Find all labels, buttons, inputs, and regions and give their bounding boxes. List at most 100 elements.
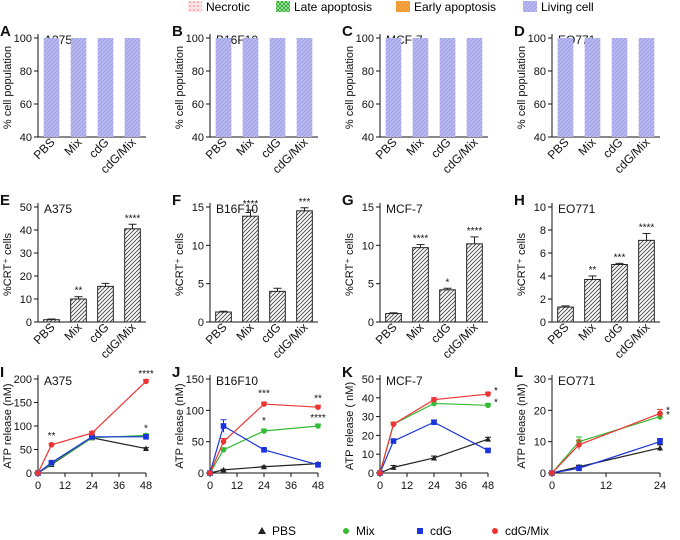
bar-segment-living <box>124 38 141 137</box>
point-cdg <box>390 438 397 444</box>
y-axis-label: % cell population <box>2 46 14 129</box>
y-tick-label: 4 <box>540 271 546 283</box>
significance-label: **** <box>243 199 259 210</box>
series-line-pbs <box>209 463 319 474</box>
bar-segment-living <box>385 38 402 137</box>
significance-label: *** <box>614 252 626 263</box>
y-tick-label: 0 <box>368 317 374 329</box>
y-tick-label: 5 <box>368 279 374 291</box>
significance-label: **** <box>138 369 154 380</box>
category-label: Mix <box>234 135 257 158</box>
bar <box>97 285 114 323</box>
y-tick-label: 40 <box>534 132 546 144</box>
y-tick-label: 50 <box>362 374 374 386</box>
y-tick-label: 5 <box>198 279 204 291</box>
y-axis-label: ATP release (nM) <box>2 383 14 468</box>
panel-title: MCF-7 <box>386 202 423 216</box>
point-pbs <box>143 445 149 452</box>
y-tick-label: 10 <box>362 240 374 252</box>
point-pbs <box>485 436 491 442</box>
bar-segment-living <box>638 38 655 137</box>
y-tick-label: 0 <box>198 317 204 329</box>
point-cdgmix <box>576 442 582 448</box>
category-label: PBS <box>373 135 400 162</box>
x-tick-label: 48 <box>482 480 494 492</box>
y-tick-label: 100 <box>356 33 374 45</box>
x-tick-label: 24 <box>86 480 98 492</box>
bar-segment-living <box>97 38 114 137</box>
significance-label: * <box>494 386 498 397</box>
legend-label-late: Late apoptosis <box>294 0 372 14</box>
y-tick-label: 60 <box>362 99 374 111</box>
x-tick-label: 36 <box>455 480 467 492</box>
y-tick-label: 40 <box>20 132 32 144</box>
panel-title: B16F10 <box>216 202 258 216</box>
legend-swatch-necrotic <box>188 1 202 12</box>
x-tick-label: 0 <box>35 480 41 492</box>
panel-H: H EO771%CRT⁺ cells0246810PBS**Mix***cdG**… <box>514 192 660 361</box>
y-tick-label: 60 <box>192 99 204 111</box>
point-cdgmix <box>143 378 149 385</box>
point-cdgmix <box>35 470 41 476</box>
legend-bottom: PBS Mix cdG cdG/Mix <box>258 524 549 538</box>
y-tick-label: 60 <box>534 99 546 111</box>
y-axis-label: %CRT⁺ cells <box>516 232 528 296</box>
x-tick-label: 36 <box>285 480 297 492</box>
bar <box>124 228 141 323</box>
bar <box>215 311 232 323</box>
y-tick-label: 2 <box>540 294 546 306</box>
panel-title: A375 <box>44 374 72 388</box>
y-tick-label: 100 <box>186 33 204 45</box>
bar <box>439 289 456 323</box>
category-label: Mix <box>62 320 85 343</box>
panel-label-E: E <box>0 192 10 209</box>
point-mix <box>261 428 267 434</box>
panel-title: EO771 <box>558 202 596 216</box>
panel-label-B: B <box>172 23 183 40</box>
y-tick-label: 100 <box>14 421 32 433</box>
y-tick-label: 20 <box>20 271 32 283</box>
bar <box>269 290 286 323</box>
y-tick-label: 50 <box>20 445 32 457</box>
y-tick-label: 60 <box>20 99 32 111</box>
category-label: PBS <box>203 135 230 162</box>
x-tick-label: 12 <box>59 480 71 492</box>
y-tick-label: 150 <box>14 398 32 410</box>
bar-segment-living <box>439 38 456 137</box>
significance-label: * <box>494 397 498 408</box>
category-label: PBS <box>545 320 572 347</box>
y-tick-label: 100 <box>186 405 204 417</box>
y-tick-label: 20 <box>534 405 546 417</box>
category-label: PBS <box>203 320 230 347</box>
y-tick-label: 80 <box>534 66 546 78</box>
panel-label-C: C <box>342 23 353 40</box>
point-cdg <box>89 434 95 440</box>
point-cdgmix <box>549 470 555 476</box>
y-tick-label: 0 <box>540 468 546 480</box>
bar-segment-living <box>242 38 259 137</box>
category-label: Mix <box>576 320 599 343</box>
y-tick-label: 80 <box>192 66 204 78</box>
y-tick-label: 10 <box>20 294 32 306</box>
y-tick-label: 30 <box>534 374 546 386</box>
y-tick-label: 0 <box>540 317 546 329</box>
category-label: Mix <box>404 320 427 343</box>
point-cdgmix <box>207 470 213 476</box>
x-tick-label: 0 <box>207 480 213 492</box>
legend-label-early: Early apoptosis <box>414 0 496 14</box>
significance-label: *** <box>258 389 270 400</box>
y-axis-label: % cell population <box>174 46 186 129</box>
legend-label-cdg: cdG <box>430 524 452 538</box>
panel-label-J: J <box>172 364 180 381</box>
y-axis-label: % cell population <box>516 46 528 129</box>
point-cdg <box>261 447 267 453</box>
point-cdgmix <box>261 401 267 407</box>
y-tick-label: 50 <box>192 437 204 449</box>
panel-L: L EO771 ATP release (nM) 0 10 20 30 0 12 24 ** <box>514 364 670 492</box>
x-tick-label: 0 <box>549 480 555 492</box>
x-tick-label: 24 <box>258 480 270 492</box>
significance-label: *** <box>299 197 311 208</box>
series-line-cdg <box>551 441 661 474</box>
panel-label-L: L <box>514 364 523 381</box>
